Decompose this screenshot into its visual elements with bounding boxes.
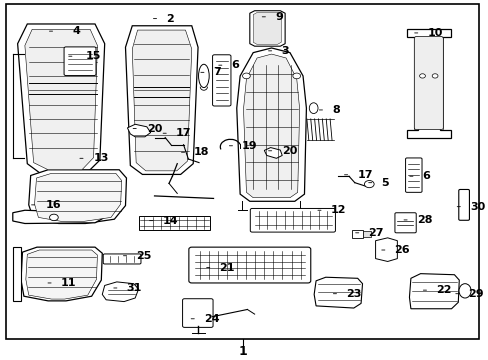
FancyBboxPatch shape [405,158,421,192]
Ellipse shape [458,284,470,298]
Polygon shape [125,26,198,175]
Text: 7: 7 [213,67,221,77]
Bar [351,230,362,238]
FancyBboxPatch shape [64,47,96,76]
Polygon shape [249,11,285,46]
FancyBboxPatch shape [250,208,335,232]
Text: 3: 3 [281,46,288,56]
Polygon shape [253,13,281,44]
Polygon shape [35,174,122,221]
Text: 17: 17 [176,128,191,138]
FancyBboxPatch shape [394,213,415,233]
Circle shape [431,74,437,78]
Polygon shape [236,48,306,201]
Polygon shape [243,54,299,198]
Text: 26: 26 [394,245,409,255]
Text: 6: 6 [231,60,239,70]
Text: 12: 12 [330,205,346,215]
FancyBboxPatch shape [103,254,141,264]
Text: 29: 29 [468,289,483,299]
Text: 10: 10 [427,28,442,38]
Text: 11: 11 [61,278,77,288]
Circle shape [364,180,373,188]
Circle shape [242,73,250,79]
Ellipse shape [309,103,317,113]
Circle shape [419,74,425,78]
Polygon shape [102,282,138,302]
Text: 17: 17 [356,170,372,180]
Polygon shape [375,238,397,261]
Text: 24: 24 [203,314,219,324]
FancyBboxPatch shape [212,55,230,106]
Ellipse shape [198,64,209,87]
Text: 23: 23 [346,289,361,299]
Text: 14: 14 [162,216,178,226]
Polygon shape [21,247,102,301]
Polygon shape [13,247,21,301]
Text: 31: 31 [126,283,142,293]
Text: 13: 13 [93,153,109,163]
Polygon shape [127,124,150,137]
FancyBboxPatch shape [413,36,443,130]
Text: 28: 28 [416,215,431,225]
Polygon shape [408,274,458,309]
Circle shape [49,214,58,221]
Bar [138,216,210,230]
Text: 18: 18 [194,147,209,157]
Polygon shape [13,210,104,224]
Text: 22: 22 [435,285,450,295]
Polygon shape [264,148,282,158]
FancyBboxPatch shape [188,247,310,283]
Text: 15: 15 [85,51,101,61]
FancyBboxPatch shape [458,189,468,220]
Text: 19: 19 [241,141,257,151]
Text: 2: 2 [166,14,174,24]
Text: 25: 25 [136,251,151,261]
Text: 5: 5 [381,178,388,188]
Text: 20: 20 [282,146,297,156]
Text: 21: 21 [219,262,234,273]
Text: 4: 4 [72,26,80,36]
Polygon shape [26,250,97,299]
Text: 20: 20 [146,123,162,134]
Polygon shape [406,29,449,138]
Text: 27: 27 [367,228,383,238]
Bar [362,231,370,237]
Circle shape [292,73,300,79]
Text: 16: 16 [45,200,61,210]
Polygon shape [25,30,97,170]
Text: 1: 1 [238,345,246,357]
Text: 9: 9 [275,12,283,22]
Polygon shape [18,24,104,175]
Polygon shape [29,170,126,224]
Polygon shape [313,277,362,308]
Text: 8: 8 [331,105,339,115]
Text: 30: 30 [469,202,484,212]
Polygon shape [132,30,191,171]
FancyBboxPatch shape [182,299,213,327]
Text: 6: 6 [422,171,429,181]
